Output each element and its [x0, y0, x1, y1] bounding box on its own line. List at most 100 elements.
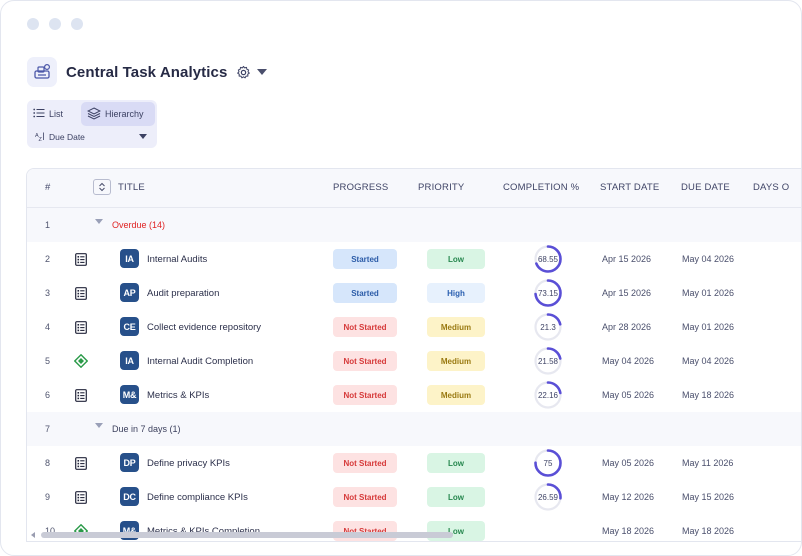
- gear-icon[interactable]: [236, 65, 251, 80]
- progress-badge[interactable]: Not Started: [333, 351, 397, 371]
- group-row[interactable]: 1 Overdue (14): [27, 208, 801, 242]
- collapse-caret-icon[interactable]: [95, 219, 103, 224]
- window-dot-maximize[interactable]: [71, 18, 83, 30]
- column-header-number[interactable]: #: [45, 182, 51, 193]
- table-row[interactable]: 6 M& Metrics & KPIs Not Started Medium 22.16 M…: [27, 378, 801, 412]
- completion-ring: [534, 245, 562, 273]
- chevron-down-icon[interactable]: [257, 69, 268, 75]
- avatar: M&: [120, 385, 139, 404]
- progress-badge[interactable]: Started: [333, 249, 397, 269]
- column-header-days-overdue[interactable]: DAYS O: [753, 182, 790, 193]
- completion-value: 26.59: [537, 492, 559, 502]
- priority-badge[interactable]: Low: [427, 249, 485, 269]
- task-title[interactable]: Internal Audit Completion: [147, 355, 254, 367]
- checklist-icon: [74, 378, 88, 412]
- completion-value: 73.15: [537, 288, 559, 298]
- completion-value: 22.16: [537, 390, 559, 400]
- task-title[interactable]: Metrics & KPIs Completion: [147, 525, 260, 537]
- task-title[interactable]: Internal Audits: [147, 253, 208, 265]
- priority-badge[interactable]: Medium: [427, 351, 485, 371]
- sort-toggle-button[interactable]: [93, 179, 111, 195]
- page-header: Central Task Analytics: [27, 57, 268, 87]
- scroll-left-icon[interactable]: [31, 532, 35, 538]
- avatar: DP: [120, 453, 139, 472]
- completion-ring: [534, 279, 562, 307]
- task-title[interactable]: Metrics & KPIs: [147, 389, 210, 401]
- table-row[interactable]: 8 DP Define privacy KPIs Not Started Low 75 Ma…: [27, 446, 801, 480]
- group-row[interactable]: 7 Due in 7 days (1): [27, 412, 801, 446]
- task-title[interactable]: Define privacy KPIs: [147, 457, 230, 469]
- row-number: 5: [45, 356, 51, 366]
- checklist-icon: [74, 310, 88, 344]
- tab-hierarchy-label: Hierarchy: [105, 109, 144, 119]
- window-dot-close[interactable]: [27, 18, 39, 30]
- view-switcher: List Hierarchy A Z Due Date: [27, 100, 157, 148]
- task-title[interactable]: Define compliance KPIs: [147, 491, 248, 503]
- priority-badge[interactable]: Low: [427, 521, 485, 541]
- collapse-caret-icon[interactable]: [95, 423, 103, 428]
- completion-ring: [534, 313, 562, 341]
- avatar: DC: [120, 487, 139, 506]
- completion-ring: [534, 449, 562, 477]
- due-date: May 11 2026: [682, 458, 734, 468]
- completion-value: 75: [543, 458, 553, 468]
- page-title: Central Task Analytics: [66, 63, 228, 81]
- priority-badge[interactable]: Medium: [427, 385, 485, 405]
- start-date: May 05 2026: [602, 390, 655, 400]
- start-date: May 12 2026: [602, 492, 655, 502]
- avatar: AP: [120, 283, 139, 302]
- svg-text:A: A: [35, 133, 39, 139]
- row-number: 7: [45, 424, 51, 434]
- column-header-progress[interactable]: PROGRESS: [333, 182, 389, 193]
- completion-ring: [534, 483, 562, 511]
- progress-badge[interactable]: Not Started: [333, 317, 397, 337]
- completion-value: 21.58: [537, 356, 559, 366]
- column-header-completion[interactable]: COMPLETION %: [503, 182, 580, 193]
- window-dot-minimize[interactable]: [49, 18, 61, 30]
- completion-ring: [534, 347, 562, 375]
- tab-hierarchy[interactable]: Hierarchy: [81, 102, 155, 126]
- progress-badge[interactable]: Not Started: [333, 487, 397, 507]
- row-number: 10: [45, 526, 56, 536]
- table-row[interactable]: 5 IA Internal Audit Completion Not Started M…: [27, 344, 801, 378]
- tab-list[interactable]: List: [33, 102, 81, 126]
- column-header-start-date[interactable]: START DATE: [600, 182, 660, 193]
- progress-badge[interactable]: Not Started: [333, 521, 397, 541]
- due-date: May 18 2026: [682, 526, 735, 536]
- avatar: IA: [120, 249, 139, 268]
- start-date: Apr 15 2026: [602, 254, 652, 264]
- row-number: 3: [45, 288, 51, 298]
- checklist-icon: [74, 446, 88, 480]
- task-title[interactable]: Audit preparation: [147, 287, 220, 299]
- priority-badge[interactable]: Medium: [427, 317, 485, 337]
- svg-text:Z: Z: [39, 137, 43, 141]
- progress-badge[interactable]: Not Started: [333, 453, 397, 473]
- completion-value: 68.55: [537, 254, 559, 264]
- completion-value: 21.3: [540, 322, 556, 332]
- due-date: May 18 2026: [682, 390, 735, 400]
- column-header-due-date[interactable]: DUE DATE: [681, 182, 730, 193]
- avatar: CE: [120, 317, 139, 336]
- task-title[interactable]: Collect evidence repository: [147, 321, 262, 333]
- priority-badge[interactable]: Low: [427, 453, 485, 473]
- checklist-icon: [74, 480, 88, 514]
- column-header-priority[interactable]: PRIORITY: [418, 182, 465, 193]
- sort-label: Due Date: [49, 132, 85, 142]
- horizontal-scrollbar[interactable]: [31, 532, 787, 538]
- row-number: 9: [45, 492, 51, 502]
- progress-badge[interactable]: Started: [333, 283, 397, 303]
- scrollbar-thumb[interactable]: [41, 532, 453, 538]
- progress-badge[interactable]: Not Started: [333, 385, 397, 405]
- completion-ring: [534, 381, 562, 409]
- sort-dropdown[interactable]: A Z Due Date: [35, 130, 147, 144]
- table-row[interactable]: 2 IA Internal Audits Started Low 68.55 Apr 15 …: [27, 242, 801, 276]
- table-header: # TITLE PROGRESS PRIORITY COMPLETION % S…: [27, 169, 801, 208]
- table-row[interactable]: 9 DC Define compliance KPIs Not Started Low 2…: [27, 480, 801, 514]
- table-row[interactable]: 4 CE Collect evidence repository Not Starte…: [27, 310, 801, 344]
- group-label: Due in 7 days (1): [112, 424, 181, 434]
- column-header-title[interactable]: TITLE: [118, 182, 145, 193]
- table-row[interactable]: 3 AP Audit preparation Started High 73.15 Apr …: [27, 276, 801, 310]
- priority-badge[interactable]: Low: [427, 487, 485, 507]
- priority-badge[interactable]: High: [427, 283, 485, 303]
